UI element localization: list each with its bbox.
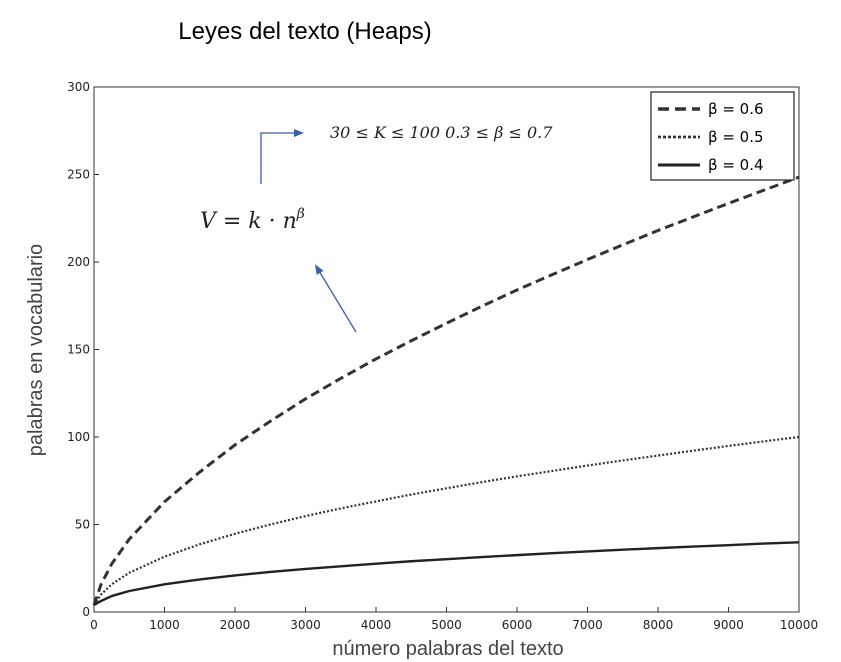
series-line-3	[93, 541, 800, 607]
y-axis-ticks: 0 50 100 150 200 250 300	[67, 80, 99, 619]
x-tick-label: 2000	[220, 618, 251, 632]
x-axis-ticks: 0 1000 2000 3000 4000 5000 6000 7000 8000 9000 100…	[90, 607, 818, 632]
x-tick-label: 9000	[713, 618, 744, 632]
annotation-arrow-diagonal	[314, 264, 357, 333]
x-tick-label: 1000	[149, 618, 180, 632]
x-tick-label: 6000	[502, 618, 533, 632]
legend: β = 0.6 β = 0.5 β = 0.4	[650, 91, 795, 181]
y-tick-label: 0	[82, 605, 90, 619]
x-tick-label: 10000	[780, 618, 818, 632]
x-tick-label: 5000	[431, 618, 462, 632]
x-tick-label: 0	[90, 618, 98, 632]
x-axis-label: número palabras del texto	[332, 638, 563, 660]
y-tick-label: 50	[75, 518, 90, 532]
slide-title: Leyes del texto (Heaps)	[178, 18, 432, 45]
series-layer	[92, 175, 800, 607]
annotation-arrow-bent	[260, 129, 304, 184]
series-line-2	[93, 435, 800, 606]
x-tick-label: 4000	[361, 618, 392, 632]
legend-label-2: β = 0.5	[708, 128, 764, 146]
y-tick-label: 200	[67, 255, 90, 269]
y-tick-label: 100	[67, 430, 90, 444]
legend-label-3: β = 0.4	[708, 156, 764, 174]
y-tick-label: 150	[67, 343, 90, 357]
legend-label-1: β = 0.6	[708, 100, 764, 118]
x-tick-label: 3000	[290, 618, 321, 632]
y-axis-label: palabras en vocabulario	[25, 244, 47, 456]
y-tick-label: 250	[67, 168, 90, 182]
formula-annotation: V = k · nβ	[200, 206, 305, 234]
y-tick-label: 300	[67, 80, 90, 94]
x-tick-label: 8000	[643, 618, 674, 632]
x-tick-label: 7000	[572, 618, 603, 632]
constraint-annotation: 30 ≤ K ≤ 100 0.3 ≤ β ≤ 0.7	[330, 123, 553, 142]
series-line-1	[92, 175, 800, 606]
